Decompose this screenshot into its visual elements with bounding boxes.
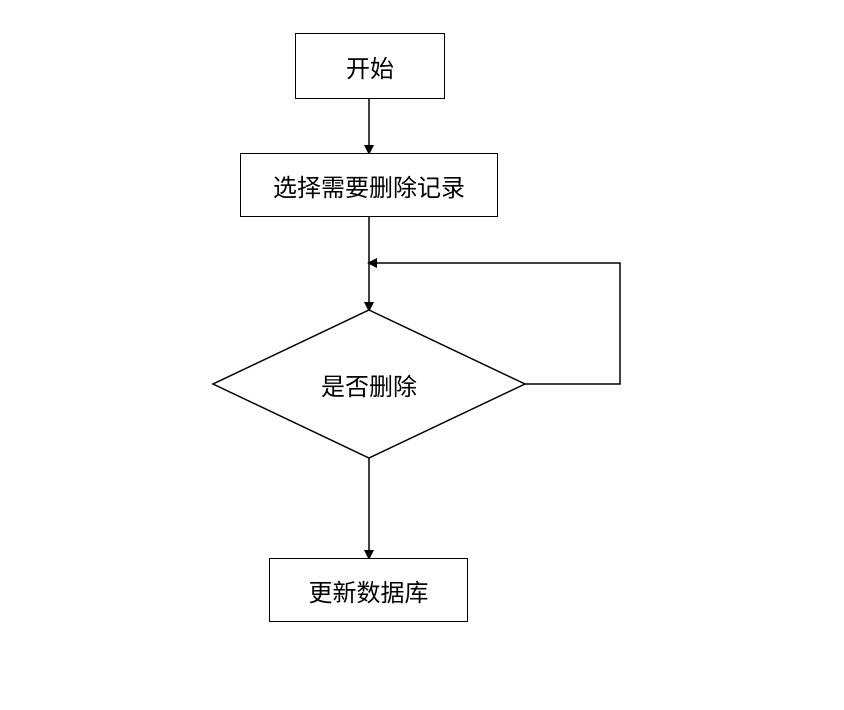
flowchart-node-label-wrap-decision: 是否删除 xyxy=(213,310,525,458)
flowchart-node-start: 开始 xyxy=(295,33,445,99)
flowchart-canvas: 开始选择需要删除记录是否删除更新数据库 xyxy=(0,0,844,710)
flowchart-node-update: 更新数据库 xyxy=(269,558,468,622)
flowchart-node-select: 选择需要删除记录 xyxy=(240,153,498,217)
flowchart-node-label-start: 开始 xyxy=(346,49,394,84)
flowchart-node-label-update: 更新数据库 xyxy=(309,573,429,608)
flowchart-node-label-decision: 是否删除 xyxy=(321,367,417,402)
flowchart-node-label-select: 选择需要删除记录 xyxy=(273,168,465,203)
